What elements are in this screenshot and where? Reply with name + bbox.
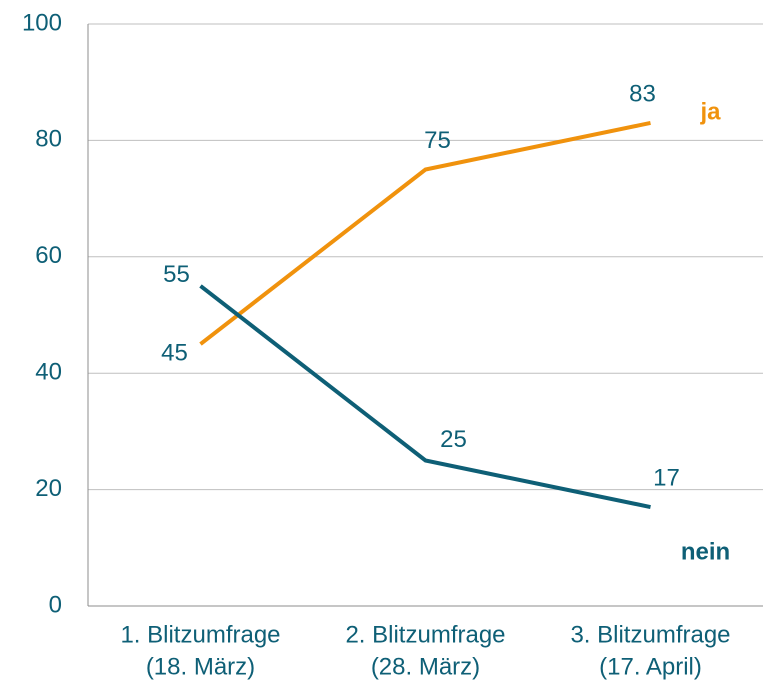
x-tick-label: 2. Blitzumfrage (345, 621, 505, 648)
series-label: nein (681, 538, 730, 565)
y-tick-label: 80 (35, 126, 62, 153)
x-tick-label: 1. Blitzumfrage (120, 621, 280, 648)
data-label: 25 (440, 426, 467, 453)
y-tick-label: 60 (35, 242, 62, 269)
series-line (199, 284, 651, 510)
x-tick-label: (18. März) (146, 653, 255, 680)
y-tick-label: 20 (35, 475, 62, 502)
x-tick-label: 3. Blitzumfrage (570, 621, 730, 648)
data-label: 83 (629, 80, 656, 107)
x-tick-label: (17. April) (599, 653, 702, 680)
data-label: 45 (161, 339, 188, 366)
x-tick-label: (28. März) (371, 653, 480, 680)
series-label: ja (699, 98, 721, 125)
data-label: 55 (163, 261, 190, 288)
data-label: 17 (653, 464, 680, 491)
y-tick-label: 0 (49, 591, 62, 618)
y-tick-label: 40 (35, 359, 62, 386)
y-tick-label: 100 (22, 9, 62, 36)
data-label: 75 (424, 127, 451, 154)
series-line (199, 120, 651, 346)
